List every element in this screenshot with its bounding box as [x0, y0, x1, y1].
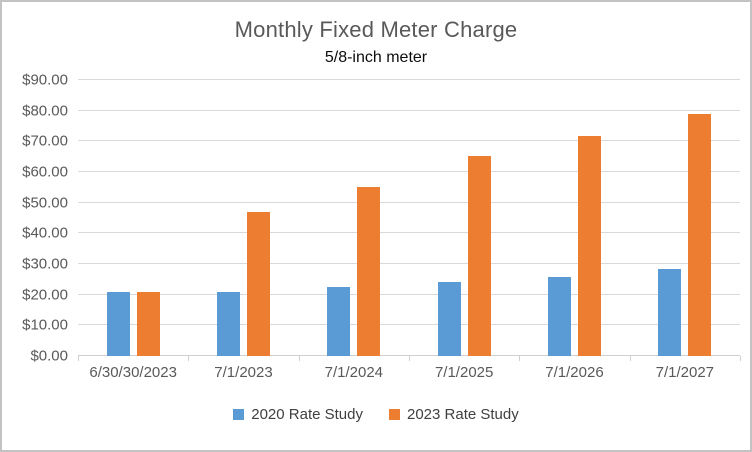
chart-subtitle: 5/8-inch meter	[324, 49, 428, 66]
y-tick-label: $0.00	[30, 347, 68, 365]
x-axis-tick	[298, 356, 300, 361]
legend-label: 2023 Rate Study	[407, 406, 519, 423]
gridline	[78, 109, 740, 111]
y-tick-label: $20.00	[22, 286, 68, 304]
y-tick-label: $60.00	[22, 163, 68, 181]
bar-2023-rate-study	[357, 186, 381, 356]
y-tick-label: $40.00	[22, 224, 68, 242]
gridline	[78, 79, 740, 80]
bar-2020-rate-study	[216, 291, 240, 356]
x-axis-tick	[740, 356, 741, 361]
y-tick-label: $80.00	[22, 102, 68, 120]
legend-swatch-icon	[389, 409, 400, 420]
x-axis-tick	[78, 356, 79, 361]
bar-2023-rate-study	[136, 291, 160, 356]
x-axis-tick	[519, 356, 521, 361]
legend-item-2020-rate-study: 2020 Rate Study	[233, 406, 363, 423]
bar-2020-rate-study	[106, 291, 130, 356]
bars-layer	[78, 80, 740, 356]
bar-group	[409, 80, 519, 356]
bar-group	[519, 80, 629, 356]
bar-2023-rate-study	[577, 136, 601, 356]
plot-area: $0.00 $10.00 $20.00 $30.00 $40.00 $50.00 $60.0…	[22, 72, 741, 365]
x-axis-line	[78, 355, 740, 356]
gridline	[78, 293, 740, 295]
x-axis-tick	[629, 356, 631, 361]
y-tick-label: $10.00	[22, 316, 68, 334]
x-axis-tick	[409, 356, 410, 361]
y-tick-label: $50.00	[22, 194, 68, 212]
legend-item-2023-rate-study: 2023 Rate Study	[389, 406, 519, 423]
y-tick-label: $70.00	[22, 132, 68, 150]
x-axis-tick	[188, 356, 190, 361]
y-tick-label: $90.00	[22, 71, 68, 89]
gridline	[78, 140, 740, 142]
y-tick-label: $30.00	[22, 255, 68, 273]
legend: 2020 Rate Study 2023 Rate Study	[2, 406, 750, 423]
gridline	[78, 324, 740, 326]
chart-title: Monthly Fixed Meter Charge	[234, 17, 518, 42]
bar-2023-rate-study	[467, 155, 491, 356]
bar-group	[188, 80, 298, 356]
x-axis-label: 7/1/2027	[655, 364, 714, 381]
bar-2020-rate-study	[327, 287, 351, 356]
gridline	[78, 171, 740, 172]
bar-group	[630, 80, 740, 356]
gridline	[78, 232, 740, 234]
bar-2020-rate-study	[547, 276, 571, 356]
legend-label: 2020 Rate Study	[251, 406, 363, 423]
bar-2020-rate-study	[437, 281, 461, 356]
bar-group	[299, 80, 409, 356]
x-axis-label: 6/30/30/2023	[89, 364, 177, 381]
bar-2020-rate-study	[658, 269, 682, 356]
bar-2023-rate-study	[688, 113, 712, 356]
gridline	[78, 263, 740, 264]
x-axis-label: 7/1/2024	[324, 364, 384, 381]
bar-2023-rate-study	[246, 211, 270, 356]
gridline	[78, 201, 740, 203]
legend-swatch-icon	[233, 409, 245, 420]
x-axis-label: 7/1/2026	[545, 364, 604, 381]
bar-group	[78, 80, 188, 356]
x-axis-label: 7/1/2025	[434, 364, 494, 381]
x-axis-labels: 6/30/30/2023 7/1/2023 7/1/2024 7/1/2025 7/1/…	[78, 364, 740, 381]
x-axis-label: 7/1/2023	[214, 364, 273, 381]
